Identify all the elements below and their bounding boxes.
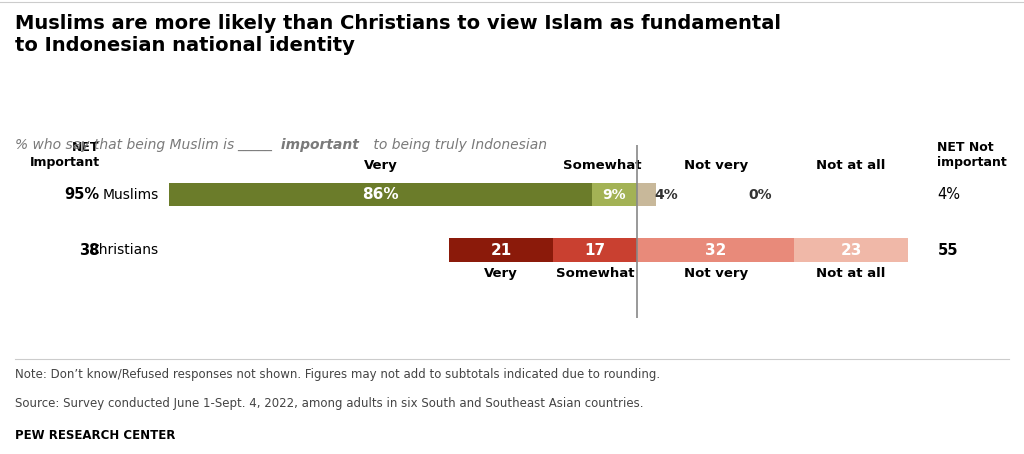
Bar [450, 238, 553, 262]
Bar [592, 183, 637, 206]
Text: % who say that being Muslim is: % who say that being Muslim is [15, 138, 239, 153]
Text: Very: Very [364, 159, 397, 172]
Text: 86%: 86% [362, 187, 398, 202]
Text: 4%: 4% [654, 188, 678, 202]
Text: NET
Important: NET Important [30, 141, 99, 169]
Text: 9%: 9% [603, 188, 627, 202]
Text: Muslims are more likely than Christians to view Islam as fundamental
to Indonesi: Muslims are more likely than Christians … [15, 14, 781, 55]
Text: NET Not
important: NET Not important [937, 141, 1007, 169]
Text: 17: 17 [585, 242, 605, 257]
Text: Not very: Not very [684, 266, 748, 280]
Bar [169, 183, 592, 206]
Text: important: important [276, 138, 359, 153]
Text: 55: 55 [937, 242, 957, 257]
Text: Somewhat: Somewhat [563, 159, 641, 172]
Text: Muslims: Muslims [102, 188, 159, 202]
Text: PEW RESEARCH CENTER: PEW RESEARCH CENTER [15, 429, 176, 442]
Text: Somewhat: Somewhat [556, 266, 634, 280]
Text: Not very: Not very [684, 159, 748, 172]
Text: 23: 23 [841, 242, 862, 257]
Text: Very: Very [484, 266, 518, 280]
Text: _____: _____ [238, 138, 272, 153]
Bar [637, 238, 795, 262]
Text: 38: 38 [79, 242, 99, 257]
Text: 32: 32 [705, 242, 726, 257]
Bar [795, 238, 908, 262]
Text: Not at all: Not at all [816, 159, 886, 172]
Text: 0%: 0% [749, 188, 772, 202]
Bar [637, 183, 656, 206]
Text: Source: Survey conducted June 1-Sept. 4, 2022, among adults in six South and Sou: Source: Survey conducted June 1-Sept. 4,… [15, 397, 644, 410]
Bar [553, 238, 637, 262]
Text: 95%: 95% [65, 187, 99, 202]
Text: Christians: Christians [89, 243, 159, 257]
Text: Note: Don’t know/Refused responses not shown. Figures may not add to subtotals i: Note: Don’t know/Refused responses not s… [15, 368, 660, 381]
Text: Not at all: Not at all [816, 266, 886, 280]
Text: 21: 21 [490, 242, 512, 257]
Text: 4%: 4% [937, 187, 961, 202]
Text: to being truly Indonesian: to being truly Indonesian [369, 138, 547, 153]
